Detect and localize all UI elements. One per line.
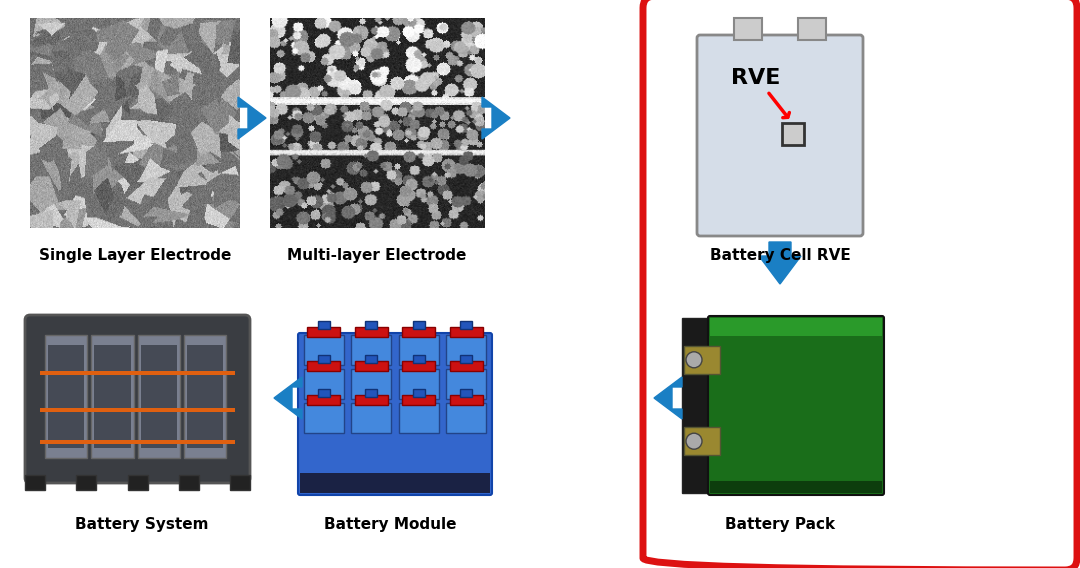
Bar bbox=[94, 345, 131, 448]
Bar bbox=[710, 481, 882, 493]
Bar bbox=[307, 395, 340, 405]
Text: Battery Pack: Battery Pack bbox=[725, 517, 835, 532]
Bar bbox=[351, 369, 391, 399]
Bar bbox=[413, 321, 424, 329]
Polygon shape bbox=[238, 97, 266, 139]
Bar bbox=[402, 395, 435, 405]
Text: Battery Module: Battery Module bbox=[324, 517, 456, 532]
Bar bbox=[25, 475, 45, 490]
Circle shape bbox=[686, 352, 702, 368]
Bar bbox=[460, 389, 472, 397]
Bar bbox=[449, 361, 483, 371]
FancyBboxPatch shape bbox=[708, 316, 885, 495]
Polygon shape bbox=[654, 377, 681, 419]
Bar bbox=[318, 355, 329, 363]
Bar bbox=[402, 361, 435, 371]
Bar bbox=[399, 369, 438, 399]
Bar bbox=[351, 403, 391, 433]
Bar bbox=[140, 345, 177, 448]
Bar bbox=[307, 361, 340, 371]
Bar bbox=[318, 321, 329, 329]
Text: RVE: RVE bbox=[731, 68, 781, 88]
FancyBboxPatch shape bbox=[298, 333, 492, 495]
Bar bbox=[460, 321, 472, 329]
Bar bbox=[303, 403, 343, 433]
Bar bbox=[354, 395, 388, 405]
FancyBboxPatch shape bbox=[25, 315, 249, 483]
Bar bbox=[684, 346, 720, 374]
Bar bbox=[460, 355, 472, 363]
Bar bbox=[307, 327, 340, 337]
Bar bbox=[413, 389, 424, 397]
Bar bbox=[303, 369, 343, 399]
Bar bbox=[40, 371, 235, 375]
Text: Battery Cell RVE: Battery Cell RVE bbox=[710, 248, 850, 263]
Polygon shape bbox=[482, 97, 510, 139]
Bar bbox=[734, 18, 762, 40]
Bar bbox=[137, 335, 179, 458]
Bar bbox=[45, 335, 87, 458]
Bar bbox=[48, 345, 84, 448]
Bar bbox=[187, 345, 222, 448]
Text: Single Layer Electrode: Single Layer Electrode bbox=[39, 248, 231, 263]
Bar bbox=[77, 475, 96, 490]
Bar bbox=[91, 335, 134, 458]
Bar bbox=[230, 475, 249, 490]
Bar bbox=[179, 475, 199, 490]
Bar bbox=[449, 395, 483, 405]
Bar bbox=[365, 389, 377, 397]
Bar bbox=[351, 335, 391, 365]
Bar bbox=[782, 123, 804, 145]
Bar bbox=[446, 369, 486, 399]
Bar bbox=[446, 403, 486, 433]
Bar bbox=[40, 440, 235, 444]
Bar bbox=[300, 473, 490, 493]
Bar bbox=[399, 335, 438, 365]
Bar bbox=[798, 18, 826, 40]
Bar bbox=[402, 327, 435, 337]
Bar bbox=[184, 335, 226, 458]
Text: Multi-layer Electrode: Multi-layer Electrode bbox=[287, 248, 467, 263]
Bar bbox=[354, 327, 388, 337]
Circle shape bbox=[686, 433, 702, 449]
Bar bbox=[40, 408, 235, 412]
Bar bbox=[413, 355, 424, 363]
FancyBboxPatch shape bbox=[697, 35, 863, 236]
Bar bbox=[365, 355, 377, 363]
Text: Battery System: Battery System bbox=[76, 517, 208, 532]
Polygon shape bbox=[274, 377, 302, 419]
Bar bbox=[446, 335, 486, 365]
Bar bbox=[399, 403, 438, 433]
Bar bbox=[354, 361, 388, 371]
Bar bbox=[681, 318, 710, 493]
Bar bbox=[710, 318, 882, 336]
Bar bbox=[303, 335, 343, 365]
Bar bbox=[127, 475, 148, 490]
Bar bbox=[318, 389, 329, 397]
Bar bbox=[449, 327, 483, 337]
Bar bbox=[365, 321, 377, 329]
Polygon shape bbox=[759, 242, 801, 284]
Bar bbox=[684, 427, 720, 455]
